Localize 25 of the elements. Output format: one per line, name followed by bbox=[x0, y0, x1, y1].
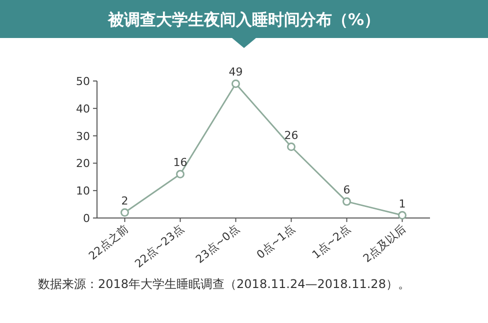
data-label: 2 bbox=[121, 194, 128, 208]
chart-title: 被调查大学生夜间入睡时间分布（%） bbox=[106, 10, 380, 29]
x-tick-label: 2点及以后 bbox=[360, 222, 408, 266]
x-tick-label: 1点~2点 bbox=[310, 222, 353, 262]
data-label: 26 bbox=[284, 128, 298, 142]
data-label: 1 bbox=[398, 197, 406, 210]
y-tick-label: 20 bbox=[76, 157, 90, 170]
data-label: 16 bbox=[173, 156, 188, 170]
y-tick-label: 0 bbox=[83, 212, 90, 225]
point bbox=[120, 208, 129, 217]
point bbox=[232, 79, 240, 88]
point bbox=[287, 142, 296, 152]
source-note: 数据来源：2018年大学生睡眠调查（2018.11.24—2018.11.28）。 bbox=[38, 277, 410, 291]
x-tick-label: 23点~0点 bbox=[193, 222, 242, 266]
y-tick-label: 30 bbox=[76, 130, 90, 143]
x-tick-label: 22点之前 bbox=[86, 222, 131, 263]
point bbox=[398, 211, 406, 220]
data-label: 49 bbox=[228, 66, 243, 79]
point bbox=[342, 197, 351, 206]
y-tick-label: 40 bbox=[76, 102, 90, 116]
data-label: 6 bbox=[343, 184, 350, 197]
x-tick-label: 0点~1点 bbox=[254, 222, 298, 262]
point bbox=[176, 170, 184, 178]
y-tick-label: 50 bbox=[76, 75, 90, 88]
y-tick-label: 10 bbox=[76, 184, 90, 198]
